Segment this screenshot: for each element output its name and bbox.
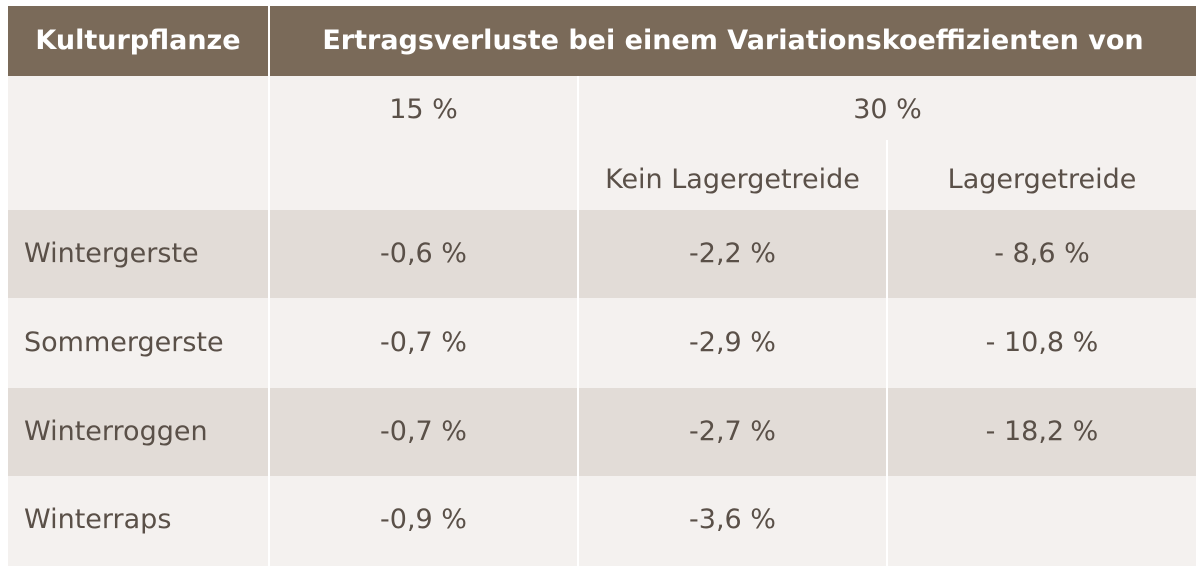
column-divider bbox=[268, 76, 270, 566]
yield-loss-table: Kulturpflanze Ertragsverluste bei einem … bbox=[8, 6, 1196, 566]
crop-name: Sommergerste bbox=[24, 327, 224, 358]
value-30-percent-kein-lager: -2,2 % bbox=[689, 238, 776, 269]
table-header: Kulturpflanze Ertragsverluste bei einem … bbox=[8, 6, 1196, 76]
column-divider bbox=[577, 76, 579, 566]
subheader-30-percent: 30 % bbox=[853, 94, 922, 125]
value-15-percent: -0,7 % bbox=[380, 327, 467, 358]
header-yield-loss: Ertragsverluste bei einem Variationskoef… bbox=[322, 25, 1144, 56]
header-crop: Kulturpflanze bbox=[35, 25, 241, 56]
value-30-percent-lager: - 10,8 % bbox=[985, 327, 1099, 358]
table-row: Wintergerste -0,6 % -2,2 % - 8,6 % bbox=[8, 210, 1196, 298]
crop-name: Winterroggen bbox=[24, 416, 208, 447]
table-row: Winterroggen -0,7 % -2,7 % - 18,2 % bbox=[8, 388, 1196, 476]
column-divider bbox=[886, 140, 888, 566]
value-30-percent-lager: - 18,2 % bbox=[985, 416, 1099, 447]
value-15-percent: -0,7 % bbox=[380, 416, 467, 447]
value-30-percent-kein-lager: -3,6 % bbox=[689, 504, 776, 535]
value-30-percent-kein-lager: -2,9 % bbox=[689, 327, 776, 358]
crop-name: Winterraps bbox=[24, 504, 172, 535]
table-row: Winterraps -0,9 % -3,6 % bbox=[8, 476, 1196, 564]
crop-name: Wintergerste bbox=[24, 238, 199, 269]
value-15-percent: -0,9 % bbox=[380, 504, 467, 535]
subheader-lagergetreide: Lagergetreide bbox=[947, 164, 1137, 195]
subheader-kein-lagergetreide: Kein Lagergetreide bbox=[605, 164, 860, 195]
value-30-percent-lager: - 8,6 % bbox=[994, 238, 1090, 269]
value-15-percent: -0,6 % bbox=[380, 238, 467, 269]
table-subheader: 15 % 30 % Kein Lagergetreide Lagergetrei… bbox=[8, 76, 1196, 210]
header-divider bbox=[268, 6, 270, 76]
value-30-percent-lager bbox=[888, 476, 1196, 564]
table-row: Sommergerste -0,7 % -2,9 % - 10,8 % bbox=[8, 299, 1196, 387]
subheader-15-percent: 15 % bbox=[389, 94, 458, 125]
value-30-percent-kein-lager: -2,7 % bbox=[689, 416, 776, 447]
